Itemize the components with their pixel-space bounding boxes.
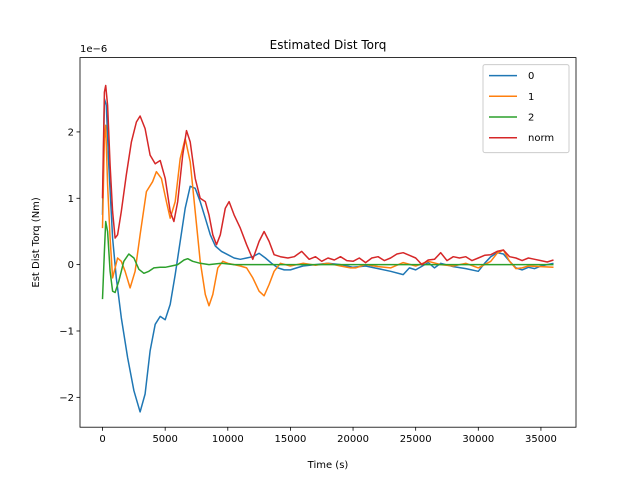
series-layer (101, 84, 554, 413)
x-tick-label-2: 10000 (212, 434, 244, 445)
series-line-3 (101, 84, 554, 266)
x-tick-label-6: 30000 (462, 434, 494, 445)
legend-box (482, 64, 570, 154)
y-tick-label-0: −2 (59, 393, 74, 404)
plot-frame (79, 57, 577, 428)
series-line-2 (101, 220, 554, 300)
legend-label-2: 2 (528, 113, 534, 124)
y-tick-label-2: 0 (68, 260, 74, 271)
x-tick-label-7: 35000 (525, 434, 557, 445)
x-axis: 0 5000 10000 15000 20000 25000 30000 35000 (99, 427, 557, 445)
legend-label-0: 0 (528, 71, 534, 82)
legend: 0 1 2 norm (482, 64, 570, 154)
y-offset-text: 1e−6 (80, 44, 107, 55)
y-axis-label: Est Dist Torq (Nm) (31, 197, 42, 288)
x-tick-label-4: 20000 (337, 434, 369, 445)
x-tick-label-5: 25000 (400, 434, 432, 445)
x-tick-label-3: 15000 (275, 434, 307, 445)
x-tick-label-1: 5000 (152, 434, 177, 445)
legend-label-3: norm (528, 133, 554, 144)
x-tick-label-0: 0 (99, 434, 105, 445)
series-line-0 (101, 97, 554, 413)
x-axis-label: Time (s) (307, 460, 349, 471)
y-tick-label-1: −1 (59, 326, 74, 337)
y-axis: −2 −1 0 1 2 (59, 127, 80, 404)
chart-title: Estimated Dist Torq (270, 38, 387, 52)
y-tick-label-4: 2 (68, 127, 74, 138)
y-tick-label-3: 1 (68, 194, 74, 205)
series-line-1 (101, 124, 554, 307)
legend-label-1: 1 (528, 92, 534, 103)
